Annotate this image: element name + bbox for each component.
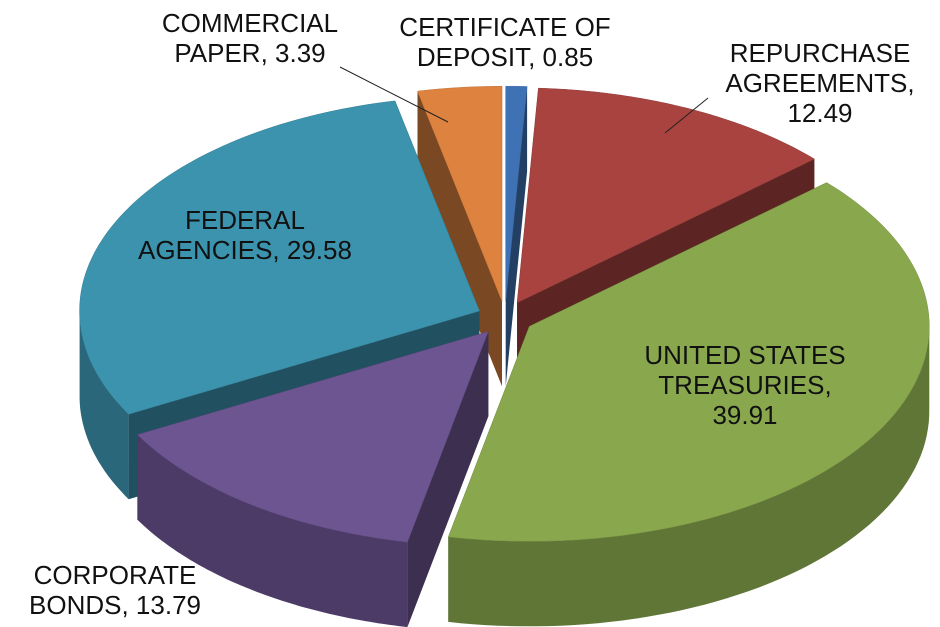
label-name: UNITED STATES TREASURIES (644, 340, 846, 400)
label-name: CERTIFICATE OF DEPOSIT (399, 12, 611, 72)
label-value: 0.85 (542, 42, 594, 72)
label-separator: , (272, 235, 287, 265)
data-label: CERTIFICATE OF DEPOSIT, 0.85 (365, 12, 645, 72)
label-name: FEDERAL AGENCIES (138, 205, 305, 265)
slices (79, 85, 930, 627)
label-name: CORPORATE BONDS (29, 560, 197, 620)
leader-line (664, 97, 709, 134)
slice (417, 86, 503, 302)
label-separator: , (121, 590, 136, 620)
data-label: FEDERAL AGENCIES, 29.58 (115, 205, 375, 265)
label-separator: , (260, 38, 276, 68)
label-separator: , (824, 370, 832, 400)
label-name: COMMERCIAL PAPER (161, 8, 339, 68)
slice-wall (79, 308, 129, 500)
label-separator: , (907, 68, 915, 98)
label-value: 12.49 (787, 98, 853, 128)
slice-wall (137, 434, 408, 627)
slice (79, 100, 480, 415)
slice (136, 331, 489, 543)
slice-side (505, 86, 528, 387)
data-label: UNITED STATES TREASURIES, 39.91 (625, 340, 865, 430)
slice (447, 182, 930, 542)
label-value: 39.91 (712, 400, 778, 430)
data-label: REPURCHASE AGREEMENTS, 12.49 (705, 38, 935, 128)
slice-side (417, 91, 502, 387)
leader-line (339, 66, 449, 123)
slice (505, 85, 528, 302)
label-value: 29.58 (286, 235, 352, 265)
data-label: COMMERCIAL PAPER, 3.39 (135, 8, 365, 68)
label-value: 3.39 (275, 38, 326, 68)
label-separator: , (528, 42, 543, 72)
label-name: REPURCHASE AGREEMENTS (725, 38, 911, 98)
data-label: CORPORATE BONDS, 13.79 (10, 560, 220, 620)
slice-wall (448, 323, 930, 627)
slice (516, 87, 815, 304)
label-value: 13.79 (135, 590, 201, 620)
